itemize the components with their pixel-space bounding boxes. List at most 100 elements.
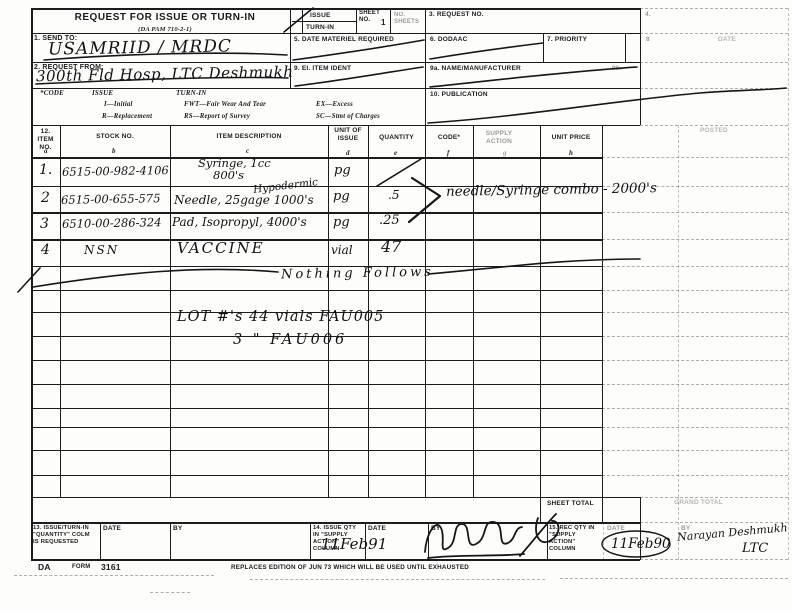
publication-label: 10. PUBLICATION <box>430 91 488 98</box>
faded-v678 <box>678 125 679 497</box>
request-no-label: 3. REQUEST NO. <box>429 11 484 18</box>
faded-h125 <box>640 125 788 126</box>
row1-description: Syringe, 1cc <box>198 156 271 170</box>
line-v473 <box>473 125 474 497</box>
faded-h33 <box>640 33 788 34</box>
col-unit-of-issue-label: UNIT OF ISSUE <box>334 127 362 142</box>
end-item-label: 9. EI. ITEM IDENT <box>294 65 352 72</box>
row3-description: Pad, Isopropyl, 4000's <box>172 215 307 229</box>
faded-h497 <box>640 497 788 498</box>
artifact-h578r <box>560 578 788 579</box>
line-v368 <box>368 125 369 497</box>
line-h266 <box>31 266 602 267</box>
line-v602 <box>602 125 603 522</box>
faded-h8 <box>640 8 788 9</box>
col-quantity-sub: e <box>394 149 398 157</box>
lot-numbers-line1: LOT #'s 44 vials FAU005 <box>177 309 385 325</box>
request-from-value: 300th Fld Hosp, LTC Deshmukh <box>35 62 294 86</box>
row2-unit: pg <box>333 189 350 204</box>
line-v625-priority <box>625 33 626 62</box>
line-v425 <box>425 8 426 497</box>
row3-item-no: 3 <box>40 216 49 232</box>
block14-signature-scrawl <box>424 513 560 559</box>
legend-ex: EX—Excess <box>316 101 353 108</box>
form-title: REQUEST FOR ISSUE OR TURN-IN <box>74 12 256 23</box>
legend-turnin: TURN-IN <box>176 89 207 97</box>
faded-v788 <box>788 8 789 560</box>
row4-description: VACCINE <box>177 239 265 257</box>
issue-checkbox-label: ISSUE <box>310 12 331 19</box>
block14-date-label: DATE <box>368 525 387 532</box>
line-h62 <box>31 62 640 63</box>
faded-h290 <box>602 290 788 291</box>
line-issue-turnin-divider <box>292 21 356 22</box>
col-unit-price-label: UNIT PRICE <box>551 134 591 141</box>
line-h240 <box>31 239 602 241</box>
col-stock-no-sub: b <box>112 147 116 155</box>
line-h522 <box>31 522 640 524</box>
line-h450 <box>31 450 602 451</box>
row1-stock-no: 6515-00-982-4106 <box>61 163 169 179</box>
faded-h475 <box>602 475 788 476</box>
faded-h427 <box>602 427 788 428</box>
row2-stock-no: 6515-00-655-575 <box>60 191 161 207</box>
combo-note: needle/Syringe combo - 2000's <box>445 180 657 200</box>
block15-label: 15. REC QTY IN "SUPPLY ACTION" COLUMN <box>549 525 595 552</box>
row1-item-no: 1. <box>39 162 53 178</box>
row3-unit: pg <box>333 215 350 230</box>
block13-label: 13. ISSUE/TURN-IN "QUANTITY" COLM IS REQ… <box>33 525 90 545</box>
line-v170 <box>170 125 171 497</box>
faded-h62 <box>640 62 788 63</box>
block14-by-label: BY <box>431 525 441 532</box>
block15-by-rank: LTC <box>742 541 769 556</box>
da-form-da: DA <box>38 562 51 572</box>
row4-quantity: 47 <box>381 237 402 256</box>
row1-quantity-slash <box>376 158 422 187</box>
border-left <box>31 8 33 561</box>
line-h384 <box>31 384 602 385</box>
request-from-label: 2. REQUEST FROM: <box>34 64 104 71</box>
legend-initial: I—Initial <box>104 101 133 108</box>
line-h290 <box>31 290 602 291</box>
line-h88 <box>31 88 640 89</box>
line-v310-b <box>310 522 311 560</box>
col-supply-action-label: SUPPLY ACTION <box>485 130 513 145</box>
legend-code: *CODE <box>40 89 64 97</box>
sheet-total-label: SHEET TOTAL <box>547 500 594 507</box>
send-to-label: 1. SEND TO: <box>34 35 78 42</box>
line-v328 <box>328 125 329 497</box>
line-h497 <box>31 497 640 498</box>
line-h475 <box>31 475 602 476</box>
faded-h336 <box>602 336 788 337</box>
line-h312 <box>31 312 602 313</box>
turnin-checkbox-label: TURN-IN <box>306 24 335 31</box>
line-v365-b <box>365 522 366 560</box>
border-top <box>31 8 640 10</box>
stray-mark-left <box>17 267 41 293</box>
line-h213 <box>31 212 602 214</box>
block13-by-label: BY <box>173 525 183 532</box>
block6-strike <box>429 42 544 60</box>
row4-unit: vial <box>331 243 353 257</box>
col-code-label: CODE* <box>437 134 461 141</box>
line-v640-bottom <box>640 497 641 560</box>
line-h408 <box>31 408 602 409</box>
block14-label: 14. ISSUE QTY IN "SUPPLY ACTION" COLUMN <box>313 525 357 552</box>
line-v356 <box>356 8 357 33</box>
send-to-value: USAMRIID / MRDC <box>47 36 233 60</box>
line-v428-b <box>428 522 429 560</box>
row2-quantity: .5 <box>388 188 400 202</box>
date-materiel-label: 5. DATE MATERIEL REQUIRED <box>294 36 394 43</box>
block14-date-value: 11Feb91 <box>321 535 388 553</box>
name-manufacturer-label: 9a. NAME/MANUFACTURER <box>430 65 521 72</box>
line-v678-faded <box>678 497 679 560</box>
faded-h384 <box>602 384 788 385</box>
line-h158 <box>31 157 602 159</box>
form-subtitle: (DA PAM 710-2-1) <box>138 26 192 33</box>
faded-h360 <box>602 360 788 361</box>
legend-fwt: FWT—Fair Wear And Tear <box>184 101 267 108</box>
faded-h450 <box>602 450 788 451</box>
sheet-no-value: 1 <box>381 18 386 27</box>
no-sheets-label: NO. SHEETS <box>394 12 420 26</box>
line-v170-b <box>170 522 171 560</box>
